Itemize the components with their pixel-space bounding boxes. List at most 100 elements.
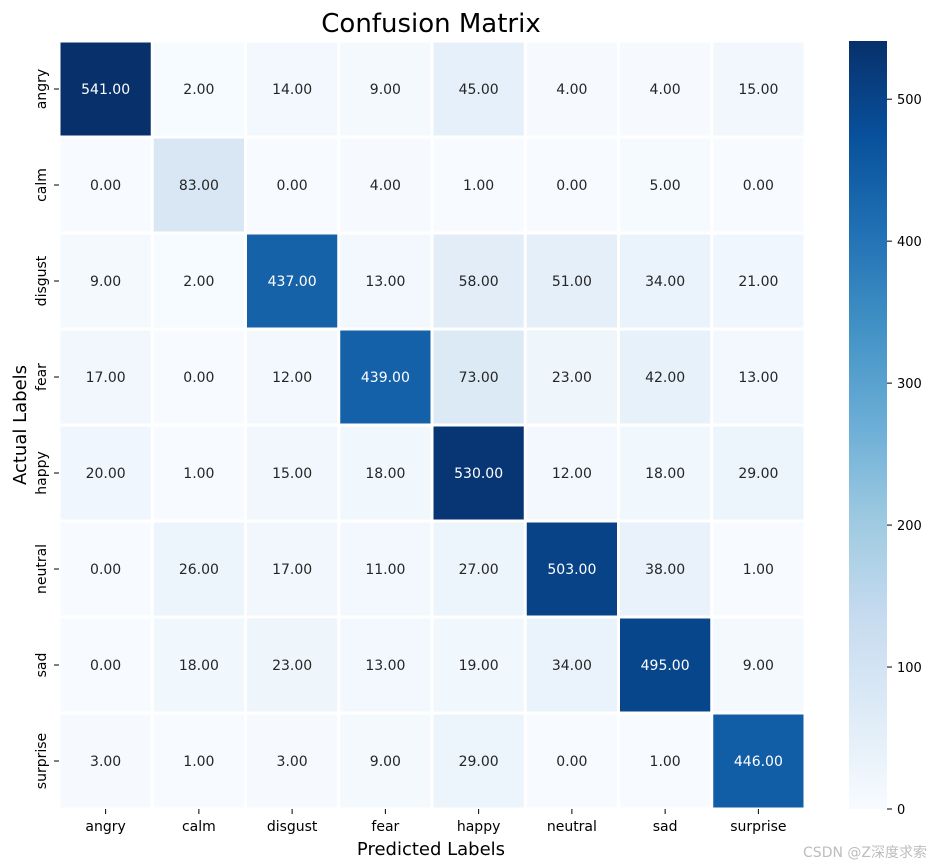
heatmap-cell: [433, 42, 524, 136]
colorbar-tick-label: 400: [897, 235, 922, 250]
cell-value-label: 541.00: [81, 82, 130, 98]
heatmap-cell: [433, 522, 524, 616]
cell-value-label: 446.00: [734, 754, 783, 770]
heatmap-cell: [247, 714, 338, 808]
heatmap-cell: [247, 138, 338, 232]
y-tick-label: happy: [34, 451, 50, 495]
cell-value-label: 45.00: [459, 82, 499, 98]
heatmap-cell: [713, 426, 804, 520]
cell-value-label: 29.00: [738, 466, 778, 482]
heatmap-cell: [153, 234, 244, 328]
colorbar: 0 100 200 300 400 500: [849, 41, 922, 818]
heatmap-cell: [526, 138, 617, 232]
cell-value-label: 3.00: [90, 754, 121, 770]
cell-value-label: 9.00: [370, 82, 401, 98]
cell-value-label: 9.00: [370, 754, 401, 770]
heatmap-cell: [620, 138, 711, 232]
x-tick-label: calm: [182, 819, 216, 835]
heatmap-cell: [247, 618, 338, 712]
heatmap-cell: [433, 618, 524, 712]
heatmap-cell: [526, 522, 617, 616]
cell-value-label: 4.00: [650, 82, 681, 98]
colorbar-tick-label: 500: [897, 93, 922, 108]
heatmap-cell: [153, 618, 244, 712]
heatmap-cell: [340, 426, 431, 520]
cell-value-label: 495.00: [641, 658, 690, 674]
cell-value-label: 1.00: [183, 466, 214, 482]
cell-value-label: 58.00: [459, 274, 499, 290]
cell-value-label: 439.00: [361, 370, 410, 386]
heatmap-cell: [433, 426, 524, 520]
heatmap-cell: [247, 522, 338, 616]
cell-value-label: 27.00: [459, 562, 499, 578]
chart-title: Confusion Matrix: [321, 9, 540, 39]
heatmap-cell: [340, 522, 431, 616]
cell-value-label: 13.00: [738, 370, 778, 386]
cell-value-label: 73.00: [459, 370, 499, 386]
cell-value-label: 34.00: [645, 274, 685, 290]
cell-value-label: 13.00: [365, 658, 405, 674]
heatmap-cell: [433, 714, 524, 808]
cell-value-label: 11.00: [365, 562, 405, 578]
cell-value-label: 5.00: [650, 178, 681, 194]
heatmap-cell: [526, 714, 617, 808]
y-tick-label: disgust: [34, 255, 50, 306]
cell-value-label: 42.00: [645, 370, 685, 386]
cell-value-label: 0.00: [556, 178, 587, 194]
heatmap-cell: [153, 42, 244, 136]
cell-value-label: 29.00: [459, 754, 499, 770]
x-axis-label: Predicted Labels: [357, 839, 505, 860]
y-tick-label: neutral: [34, 544, 50, 594]
heatmap-cell: [620, 426, 711, 520]
x-tick-label: surprise: [730, 819, 786, 835]
cell-value-label: 0.00: [183, 370, 214, 386]
heatmap-cell: [620, 42, 711, 136]
cell-value-label: 38.00: [645, 562, 685, 578]
cell-value-label: 9.00: [90, 274, 121, 290]
x-tick-label: happy: [457, 819, 501, 835]
heatmap-cell: [153, 522, 244, 616]
heatmap-cell: [153, 426, 244, 520]
cell-value-label: 83.00: [179, 178, 219, 194]
heatmap-cell: [620, 618, 711, 712]
x-tick-label: neutral: [547, 819, 597, 835]
heatmap-cell: [60, 618, 151, 712]
cell-value-label: 12.00: [272, 370, 312, 386]
cell-value-label: 51.00: [552, 274, 592, 290]
cell-value-label: 19.00: [459, 658, 499, 674]
x-tick-labels: angry calm disgust fear happy neutral sad surpr…: [85, 809, 787, 835]
cell-value-label: 20.00: [86, 466, 126, 482]
cell-value-label: 4.00: [370, 178, 401, 194]
colorbar-tick-label: 200: [897, 519, 922, 534]
heatmap-cell: [60, 426, 151, 520]
x-tick-label: fear: [371, 819, 399, 835]
cell-value-label: 0.00: [556, 754, 587, 770]
colorbar-gradient: [849, 41, 887, 809]
heatmap-cell: [340, 714, 431, 808]
heatmap-cell: [60, 234, 151, 328]
cell-value-label: 0.00: [277, 178, 308, 194]
heatmap-cell: [713, 138, 804, 232]
heatmap-cell: [620, 714, 711, 808]
cell-value-label: 9.00: [743, 658, 774, 674]
heatmap-cell: [340, 330, 431, 424]
cell-value-label: 2.00: [183, 274, 214, 290]
colorbar-tick-label: 100: [897, 661, 922, 676]
heatmap-cell: [620, 330, 711, 424]
heatmap-cell: [340, 42, 431, 136]
cell-value-label: 13.00: [365, 274, 405, 290]
heatmap-cell: [60, 714, 151, 808]
cell-value-label: 0.00: [743, 178, 774, 194]
colorbar-tick-label: 300: [897, 377, 922, 392]
cell-value-label: 26.00: [179, 562, 219, 578]
cell-value-label: 18.00: [645, 466, 685, 482]
heatmap-cells: 541.00 2.00 14.00 9.00 45.00 4.00 4.00 15.00 0.0…: [60, 42, 804, 808]
heatmap-cell: [153, 330, 244, 424]
colorbar-tick-label: 0: [897, 803, 905, 818]
heatmap-cell: [713, 330, 804, 424]
heatmap-cell: [340, 618, 431, 712]
heatmap-cell: [247, 330, 338, 424]
cell-value-label: 0.00: [90, 562, 121, 578]
heatmap-cell: [60, 42, 151, 136]
